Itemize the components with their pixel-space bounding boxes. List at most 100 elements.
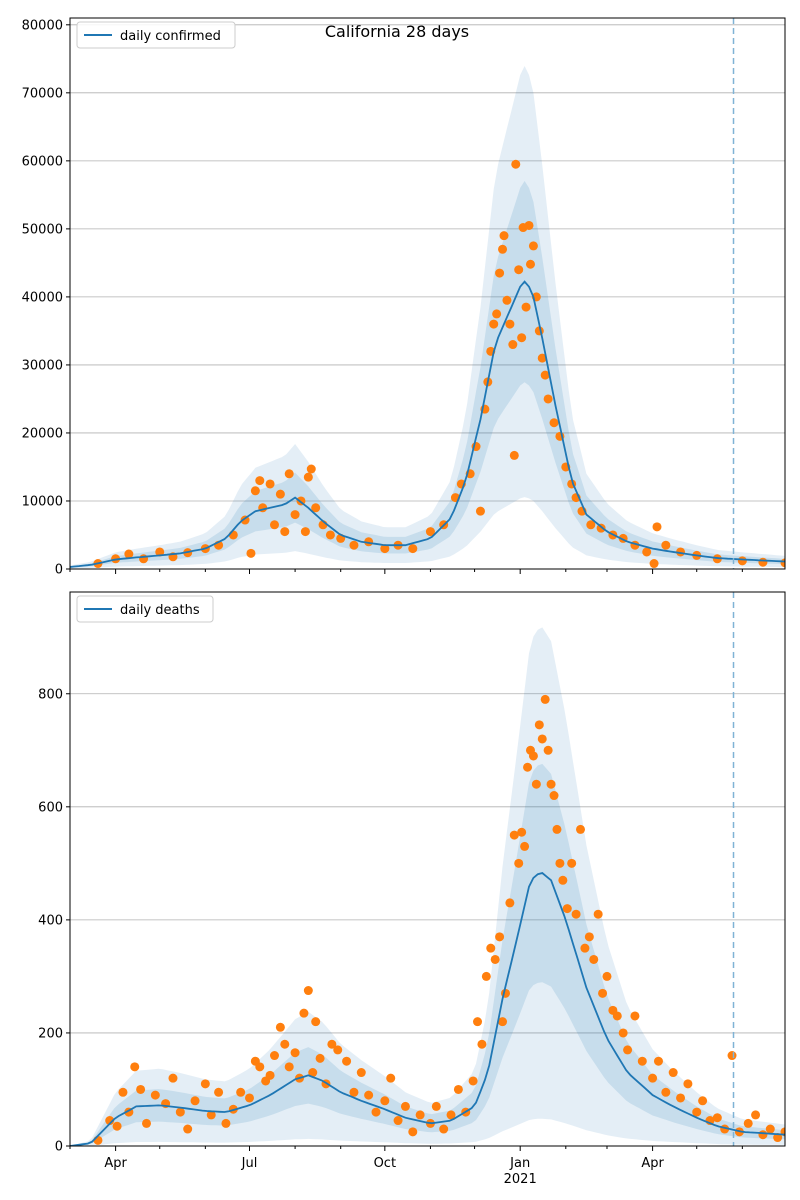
observed-point <box>537 353 547 363</box>
observed-point <box>630 1011 640 1021</box>
y-tick-label: 40000 <box>22 290 63 305</box>
observed-point <box>637 1056 647 1066</box>
observed-point <box>509 830 519 840</box>
observed-point <box>477 1039 487 1049</box>
figure-title: California 28 days <box>325 22 469 41</box>
daily-confirmed-panel: 0 10000 20000 30000 40000 50000 60000 70000 8000… <box>22 17 786 578</box>
observed-point <box>315 1053 325 1063</box>
observed-point <box>265 1070 275 1080</box>
observed-point <box>269 520 279 530</box>
observed-point <box>540 370 550 380</box>
observed-point <box>502 295 512 305</box>
observed-point <box>653 1056 663 1066</box>
y-tick-label: 800 <box>38 687 63 702</box>
observed-point <box>537 734 547 744</box>
observed-point <box>524 220 534 230</box>
observed-point <box>698 1096 708 1106</box>
observed-point <box>576 824 586 834</box>
observed-point <box>299 1008 309 1018</box>
observed-point <box>284 1062 294 1072</box>
observed-point <box>737 556 747 566</box>
observed-point <box>221 1118 231 1128</box>
observed-point <box>661 540 671 550</box>
observed-point <box>652 522 662 532</box>
x-tick-label: Apr <box>641 1156 664 1171</box>
inner-uncertainty-band <box>70 763 785 1146</box>
legend-box <box>76 595 214 623</box>
observed-point <box>555 858 565 868</box>
observed-point <box>303 986 313 996</box>
observed-point <box>505 319 515 329</box>
observed-point <box>567 858 577 868</box>
observed-point <box>118 1087 128 1097</box>
observed-point <box>349 540 359 550</box>
observed-point <box>175 1107 185 1117</box>
observed-point <box>333 1045 343 1055</box>
observed-point <box>415 1110 425 1120</box>
observed-point <box>468 1076 478 1086</box>
observed-point <box>150 1090 160 1100</box>
observed-point <box>308 1068 318 1078</box>
observed-point <box>105 1116 115 1126</box>
observed-point <box>758 1130 768 1140</box>
observed-point <box>290 510 300 520</box>
observed-point <box>244 1093 254 1103</box>
observed-point <box>364 1090 374 1100</box>
observed-point <box>598 988 608 998</box>
model-line <box>70 872 785 1146</box>
observed-point <box>521 302 531 312</box>
observed-point <box>275 489 285 499</box>
observed-point <box>612 1011 622 1021</box>
legend: daily deaths <box>76 595 214 623</box>
observed-point <box>495 268 505 278</box>
observed-point <box>439 1124 449 1134</box>
observed-point <box>393 1116 403 1126</box>
observed-point <box>676 1093 686 1103</box>
observed-point <box>486 943 496 953</box>
x-tick-label: Jan <box>509 1156 530 1171</box>
observed-point <box>648 1073 658 1083</box>
observed-point <box>517 827 527 837</box>
observed-point <box>514 265 524 275</box>
observed-point <box>190 1096 200 1106</box>
observed-point <box>549 791 559 801</box>
y-tick-label: 0 <box>55 1140 63 1155</box>
model-line <box>70 280 785 568</box>
observed-point <box>586 520 596 530</box>
observed-point <box>668 1068 678 1078</box>
x-tick-label: Apr <box>104 1156 127 1171</box>
observed-point <box>112 1121 122 1131</box>
plot-area <box>70 627 785 1146</box>
observed-point <box>280 1039 290 1049</box>
y-tick-label: 80000 <box>22 18 63 33</box>
observed-point <box>499 231 509 241</box>
outer-uncertainty-band <box>70 627 785 1146</box>
y-tick-label: 60000 <box>22 154 63 169</box>
observed-point <box>642 547 652 557</box>
legend-label: daily deaths <box>120 603 200 618</box>
observed-point <box>290 1048 300 1058</box>
observed-point <box>490 954 500 964</box>
observed-point <box>250 486 260 496</box>
observed-point <box>602 971 612 981</box>
observed-point <box>528 751 538 761</box>
observed-point <box>130 1062 140 1072</box>
observed-point <box>265 479 275 489</box>
observed-point <box>475 506 485 516</box>
observed-point <box>543 745 553 755</box>
observed-point <box>593 909 603 919</box>
observed-point <box>540 694 550 704</box>
observed-point <box>580 943 590 953</box>
y-tick-label: 10000 <box>22 494 63 509</box>
legend: daily confirmed <box>76 21 236 49</box>
observed-point <box>531 779 541 789</box>
observed-point <box>498 1017 508 1027</box>
observed-point <box>453 1084 463 1094</box>
observed-point <box>517 333 527 343</box>
observed-point <box>168 1073 178 1083</box>
observed-point <box>523 762 533 772</box>
observed-point <box>327 1039 337 1049</box>
observed-point <box>342 1056 352 1066</box>
